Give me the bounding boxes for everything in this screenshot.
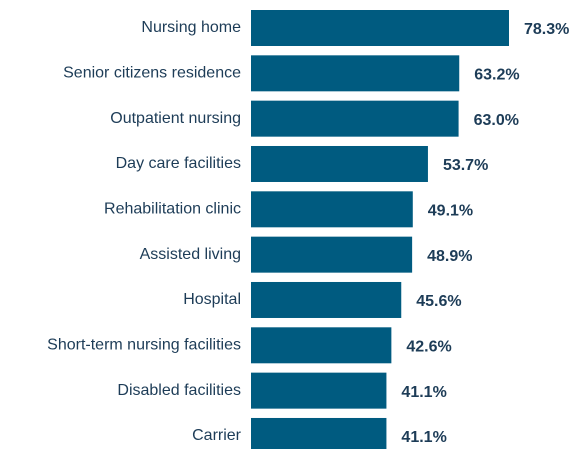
value-label: 48.9% <box>427 248 472 265</box>
value-label: 63.2% <box>474 67 519 84</box>
value-label: 63.0% <box>474 112 519 129</box>
category-label: Assisted living <box>140 246 241 263</box>
bar <box>251 10 509 46</box>
bar <box>251 281 402 318</box>
bar <box>251 236 413 273</box>
value-label: 53.7% <box>443 157 488 174</box>
category-label: Day care facilities <box>116 155 241 172</box>
value-label: 41.1% <box>401 384 446 401</box>
bar <box>251 417 387 449</box>
bar <box>251 372 387 409</box>
value-label: 78.3% <box>524 21 569 38</box>
category-label: Short-term nursing facilities <box>47 337 241 354</box>
bar <box>251 145 428 182</box>
bar <box>251 55 460 92</box>
bar <box>251 327 392 364</box>
bar <box>251 191 413 228</box>
value-label: 41.1% <box>401 429 446 446</box>
bar <box>251 100 459 137</box>
value-label: 49.1% <box>428 203 473 220</box>
category-label: Senior citizens residence <box>63 65 241 82</box>
category-label: Hospital <box>183 291 241 308</box>
category-label: Outpatient nursing <box>110 110 241 127</box>
category-label: Rehabilitation clinic <box>104 201 241 218</box>
category-label: Nursing home <box>141 19 241 36</box>
value-label: 45.6% <box>416 293 461 310</box>
category-label: Disabled facilities <box>117 382 241 399</box>
category-label: Carrier <box>192 427 242 444</box>
value-label: 42.6% <box>406 339 451 356</box>
